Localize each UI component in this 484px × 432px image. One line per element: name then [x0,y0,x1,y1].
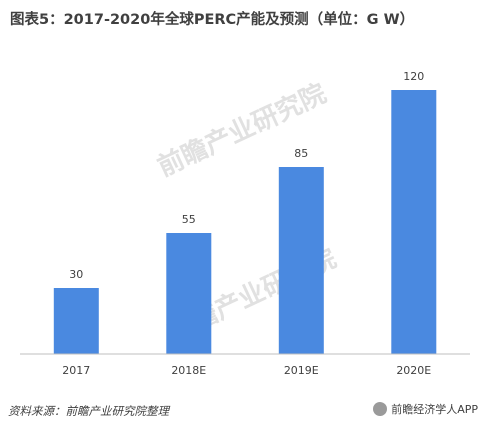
brand-logo-icon [373,402,388,416]
data-label-2019E: 85 [294,147,308,160]
data-label-2018E: 55 [182,213,196,226]
bar-2020E [391,90,437,354]
x-tick-label-2018E: 2018E [171,364,206,377]
bar-2019E [278,167,324,354]
data-label-2017: 30 [69,268,83,281]
bar-2017 [53,288,99,354]
data-label-2020E: 120 [403,70,424,83]
brand-label: 前瞻经济学人APP [391,403,478,416]
x-tick-label-2017: 2017 [62,364,90,377]
bar-2018E [166,233,212,354]
bars-group [53,90,437,354]
labels-group: 30 2017 55 2018E 85 2019E 120 2020E [62,70,431,377]
x-tick-label-2020E: 2020E [396,364,431,377]
brand-badge: 前瞻经济学人APP [373,401,478,417]
source-note: 资料来源：前瞻产业研究院整理 [8,404,169,418]
x-tick-label-2019E: 2019E [284,364,319,377]
chart-title: 图表5：2017-2020年全球PERC产能及预测（单位：G W） [10,12,415,28]
